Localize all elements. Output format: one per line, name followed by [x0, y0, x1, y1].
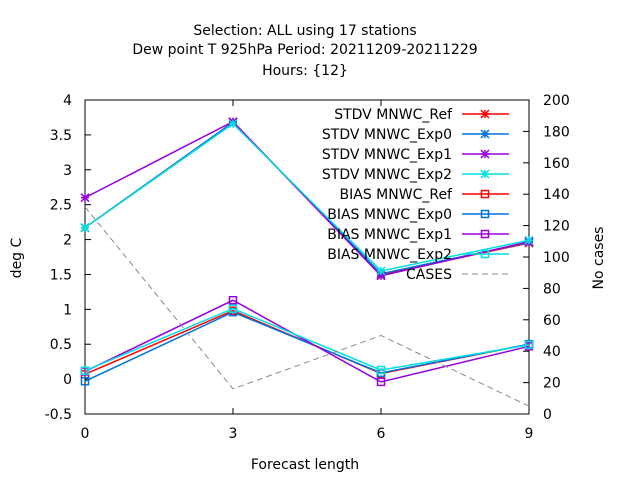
legend-marker [480, 209, 490, 219]
y-tick-label: 2.5 [50, 198, 72, 214]
legend-marker [480, 149, 490, 159]
series-line [84, 311, 530, 382]
data-point [376, 266, 386, 276]
series-line [84, 206, 530, 407]
series-3 [80, 119, 534, 276]
y2-axis: 0 20 40 60 80 100 120 140 160 180 200 [523, 93, 570, 423]
y-tick-label: 3.5 [50, 128, 72, 144]
y-tick-label: -0.5 [45, 407, 72, 423]
series-group [80, 117, 534, 407]
data-point [524, 235, 534, 245]
series-8 [84, 206, 530, 407]
legend-label: STDV MNWC_Exp0 [322, 127, 452, 143]
y2-tick-label: 60 [543, 313, 561, 329]
legend-label: STDV MNWC_Exp1 [322, 147, 452, 163]
x-axis: 0 3 6 9 [81, 100, 534, 442]
data-point [524, 340, 534, 350]
series-line [84, 122, 530, 272]
y-tick-label: 2 [63, 233, 72, 249]
y-tick-label: 1.5 [50, 267, 72, 283]
legend-item: BIAS MNWC_Ref [340, 187, 509, 203]
y2-tick-label: 180 [543, 124, 570, 140]
title-line-3: Hours: {12} [262, 63, 348, 79]
series-line [84, 299, 530, 383]
y2-tick-label: 80 [543, 281, 561, 297]
chart-title: Selection: ALL using 17 stations Dew poi… [132, 23, 477, 79]
y2-tick-label: 20 [543, 376, 561, 392]
legend: STDV MNWC_Ref STDV MNWC_Exp0 STDV MNWC_Exp… [322, 107, 509, 283]
data-point [376, 365, 386, 375]
y2-tick-label: 40 [543, 344, 561, 360]
legend-label: BIAS MNWC_Exp1 [327, 227, 452, 243]
y-tick-label: 0 [63, 372, 72, 388]
legend-item: CASES [406, 267, 509, 283]
title-line-1: Selection: ALL using 17 stations [193, 23, 416, 39]
legend-marker [480, 229, 490, 239]
series-6 [80, 296, 534, 387]
series-7 [80, 304, 534, 375]
legend-label: BIAS MNWC_Exp0 [327, 207, 452, 223]
x-tick-label: 9 [525, 426, 534, 442]
y-tick-label: 0.5 [50, 337, 72, 353]
legend-label: STDV MNWC_Ref [334, 107, 453, 123]
y2-tick-label: 160 [543, 156, 570, 172]
y-tick-label: 4 [63, 93, 72, 109]
legend-label: STDV MNWC_Exp2 [322, 167, 452, 183]
legend-item: STDV MNWC_Exp2 [322, 167, 509, 183]
data-point [80, 366, 90, 375]
legend-marker [480, 249, 490, 259]
data-point [80, 193, 90, 203]
series-line [84, 307, 530, 372]
data-point [228, 304, 238, 313]
legend-label: BIAS MNWC_Ref [340, 187, 454, 203]
y-axis-label: deg C [9, 237, 25, 278]
x-tick-label: 3 [229, 426, 238, 442]
data-point [228, 296, 238, 305]
y-tick-label: 3 [63, 163, 72, 179]
y2-tick-label: 100 [543, 250, 570, 266]
data-point [80, 376, 90, 386]
legend-item: BIAS MNWC_Exp2 [327, 247, 509, 263]
legend-item: STDV MNWC_Exp0 [322, 127, 509, 143]
legend-marker [480, 189, 490, 199]
y2-tick-label: 140 [543, 187, 570, 203]
x-axis-label: Forecast length [251, 457, 359, 473]
title-line-2: Dew point T 925hPa Period: 20211209-2021… [132, 42, 477, 58]
legend-marker [480, 129, 490, 139]
x-tick-label: 6 [377, 426, 386, 442]
series-line [84, 120, 530, 277]
y2-tick-label: 200 [543, 93, 570, 109]
x-tick-label: 0 [81, 426, 90, 442]
legend-label: CASES [406, 267, 452, 283]
legend-item: STDV MNWC_Ref [334, 107, 509, 123]
data-point [80, 223, 90, 233]
legend-item: BIAS MNWC_Exp1 [327, 227, 509, 243]
data-point [376, 377, 386, 387]
legend-marker [480, 109, 490, 119]
legend-item: STDV MNWC_Exp1 [322, 147, 509, 163]
y2-axis-label: No cases [591, 227, 607, 290]
legend-marker [480, 169, 490, 179]
legend-label: BIAS MNWC_Exp2 [327, 247, 452, 263]
y-tick-label: 1 [63, 302, 72, 318]
legend-item: BIAS MNWC_Exp0 [327, 207, 509, 223]
y2-tick-label: 0 [543, 407, 552, 423]
y2-tick-label: 120 [543, 219, 570, 235]
data-point [228, 119, 238, 129]
